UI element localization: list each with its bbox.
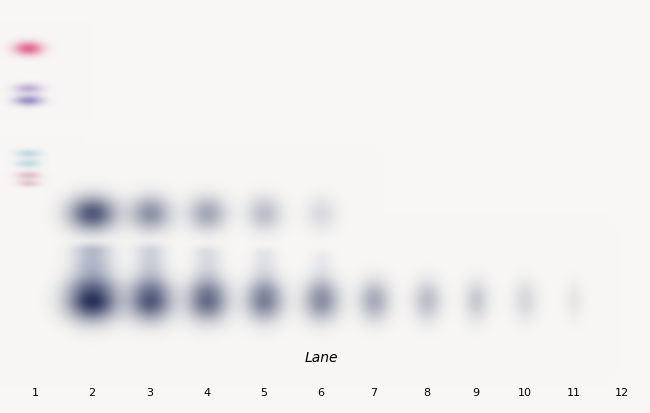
Text: 11: 11 (567, 388, 581, 398)
Text: 4: 4 (203, 388, 211, 398)
Text: Lane: Lane (305, 351, 339, 365)
Text: 6: 6 (317, 388, 324, 398)
Text: 9: 9 (473, 388, 480, 398)
Text: 1: 1 (31, 388, 38, 398)
Text: 8: 8 (423, 388, 430, 398)
Text: 3: 3 (146, 388, 153, 398)
Text: 5: 5 (261, 388, 268, 398)
Text: 12: 12 (615, 388, 629, 398)
Text: 10: 10 (518, 388, 532, 398)
Text: 7: 7 (370, 388, 378, 398)
Text: 2: 2 (88, 388, 96, 398)
